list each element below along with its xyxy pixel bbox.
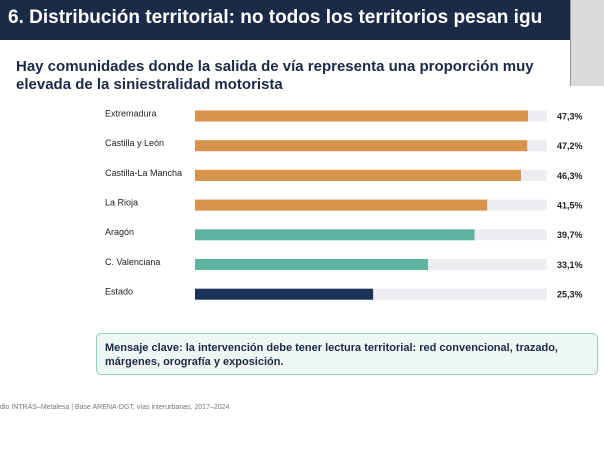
subtitle: Hay comunidades donde la salida de vía r…	[16, 58, 534, 93]
category-label: Castilla y León	[105, 138, 164, 148]
value-label: 46,3%	[557, 171, 583, 181]
category-label: Castilla-La Mancha	[105, 168, 182, 178]
header-bar	[0, 0, 604, 40]
value-label: 47,2%	[557, 141, 583, 151]
value-label: 25,3%	[557, 290, 583, 300]
source-note: dio INTRAS–Metalesa | Base ARENA-DGT, ví…	[0, 404, 230, 411]
chart: Extremadura 47,3% Castilla y León 47,2% Cast…	[105, 108, 583, 300]
category-label: Estado	[105, 287, 133, 297]
value-label: 33,1%	[557, 260, 583, 270]
value-label: 47,3%	[557, 111, 583, 121]
category-label: Aragón	[105, 227, 134, 237]
slide-title: 6. Distribución territorial: no todos lo…	[8, 7, 543, 28]
bar	[195, 229, 475, 241]
bar	[195, 288, 374, 300]
key-message: Mensaje clave: la intervención debe tene…	[96, 333, 598, 375]
webcam-thumbnail	[570, 0, 604, 86]
bar	[195, 259, 429, 270]
bar	[195, 110, 528, 122]
category-label: Extremadura	[105, 108, 157, 118]
value-label: 39,7%	[557, 230, 583, 240]
bar	[195, 140, 528, 152]
bar	[195, 169, 521, 181]
category-label: La Rioja	[105, 197, 138, 207]
value-label: 41,5%	[557, 200, 583, 210]
category-label: C. Valenciana	[105, 257, 160, 267]
bar	[195, 199, 488, 211]
